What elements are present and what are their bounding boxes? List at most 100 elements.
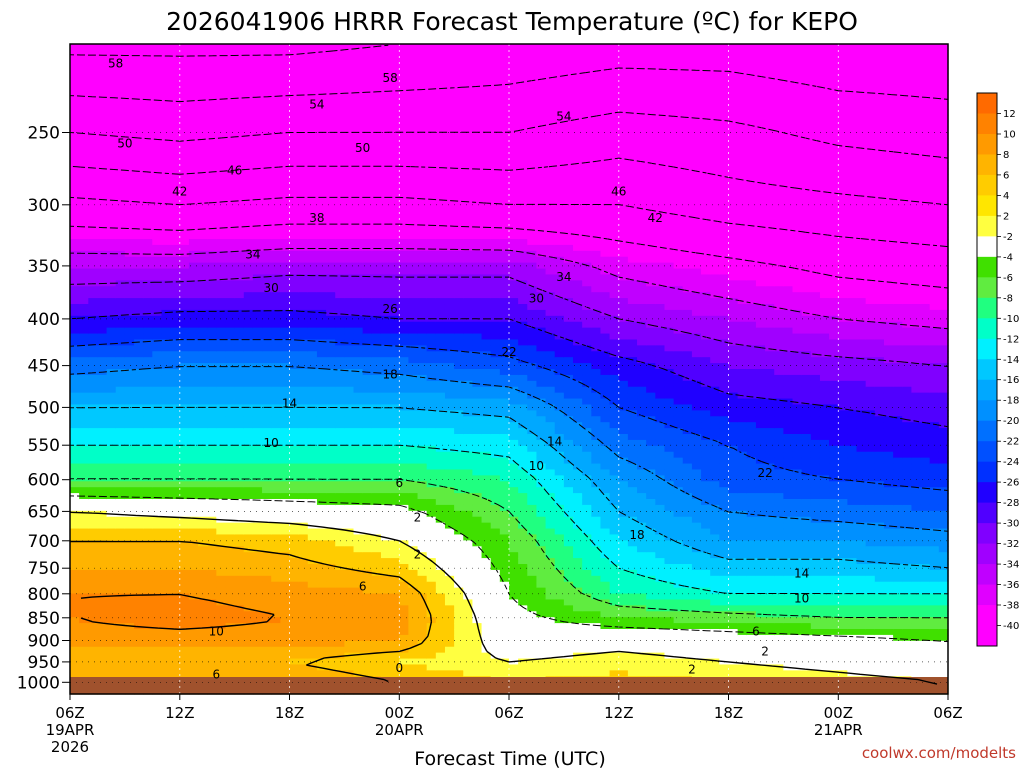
field-cell xyxy=(198,156,208,163)
field-cell xyxy=(316,369,327,376)
field-cell xyxy=(326,345,336,352)
field-cell xyxy=(134,333,144,341)
field-cell xyxy=(444,510,455,518)
field-cell xyxy=(289,250,300,258)
field-cell xyxy=(243,599,254,606)
field-cell xyxy=(444,475,455,482)
field-cell xyxy=(134,339,144,346)
field-cell xyxy=(262,73,272,81)
field-cell xyxy=(390,197,400,205)
field-cell xyxy=(326,215,336,222)
field-cell xyxy=(454,558,464,565)
field-cell xyxy=(225,369,236,376)
field-cell xyxy=(97,487,108,494)
field-cell xyxy=(390,268,400,276)
field-cell xyxy=(88,150,99,157)
field-cell xyxy=(344,191,355,199)
field-cell xyxy=(408,451,419,459)
field-cell xyxy=(289,363,300,370)
field-cell xyxy=(444,451,455,459)
field-cell xyxy=(198,244,208,252)
field-cell xyxy=(472,203,483,211)
field-cell xyxy=(262,209,272,216)
field-cell xyxy=(79,363,89,370)
field-cell xyxy=(454,439,464,447)
field-cell xyxy=(271,652,281,660)
field-cell xyxy=(271,120,281,128)
field-cell xyxy=(152,670,163,677)
field-cell xyxy=(252,339,263,346)
field-cell xyxy=(316,546,327,553)
field-cell xyxy=(152,286,163,293)
field-cell xyxy=(170,203,181,211)
field-cell xyxy=(198,575,208,583)
field-cell xyxy=(234,475,245,482)
field-cell xyxy=(326,363,336,370)
field-cell xyxy=(134,369,144,376)
field-cell xyxy=(472,126,483,134)
field-cell xyxy=(188,73,199,81)
field-cell xyxy=(472,49,483,57)
field-cell xyxy=(298,44,309,51)
field-cell xyxy=(97,156,108,163)
field-cell xyxy=(399,369,409,376)
field-cell xyxy=(380,327,391,335)
field-cell xyxy=(106,670,117,677)
field-cell xyxy=(298,670,309,677)
field-cell xyxy=(188,67,199,75)
field-cell xyxy=(316,103,327,110)
field-cell xyxy=(216,380,227,388)
field-cell xyxy=(444,315,455,323)
field-cell xyxy=(280,44,291,51)
field-cell xyxy=(198,593,208,601)
field-cell xyxy=(88,652,99,660)
field-cell xyxy=(124,617,135,624)
field-cell xyxy=(316,422,327,429)
field-cell xyxy=(435,292,446,299)
field-cell xyxy=(435,156,446,163)
field-cell xyxy=(79,203,89,211)
field-cell xyxy=(143,286,153,293)
field-cell xyxy=(344,209,355,216)
field-cell xyxy=(335,522,345,530)
field-cell xyxy=(207,333,217,341)
field-cell xyxy=(417,534,428,541)
field-cell xyxy=(289,634,300,642)
field-cell xyxy=(252,493,263,500)
field-cell xyxy=(271,428,281,435)
field-cell xyxy=(298,510,309,518)
field-cell xyxy=(225,55,236,63)
field-cell xyxy=(353,44,364,51)
field-cell xyxy=(216,457,227,465)
field-cell xyxy=(380,475,391,482)
field-cell xyxy=(198,564,208,571)
field-cell xyxy=(426,79,437,86)
field-cell xyxy=(454,227,464,234)
field-cell xyxy=(289,85,300,92)
field-cell xyxy=(134,617,144,624)
field-cell xyxy=(463,120,474,128)
field-cell xyxy=(79,144,89,151)
field-cell xyxy=(97,634,108,642)
field-cell xyxy=(335,292,345,299)
field-cell xyxy=(472,333,483,341)
field-cell xyxy=(316,132,327,140)
field-cell xyxy=(225,333,236,341)
field-cell xyxy=(79,546,89,553)
field-cell xyxy=(216,611,227,618)
field-cell xyxy=(179,126,190,134)
field-cell xyxy=(115,73,126,81)
field-cell xyxy=(280,540,291,547)
field-cell xyxy=(252,73,263,81)
field-cell xyxy=(380,67,391,75)
field-cell xyxy=(134,605,144,612)
field-cell xyxy=(161,114,172,122)
field-cell xyxy=(463,634,474,642)
field-cell xyxy=(454,292,464,299)
field-cell xyxy=(444,611,455,618)
field-cell xyxy=(353,309,364,317)
field-cell xyxy=(353,451,364,459)
field-cell xyxy=(362,309,373,317)
field-cell xyxy=(472,386,483,394)
field-cell xyxy=(326,256,336,264)
